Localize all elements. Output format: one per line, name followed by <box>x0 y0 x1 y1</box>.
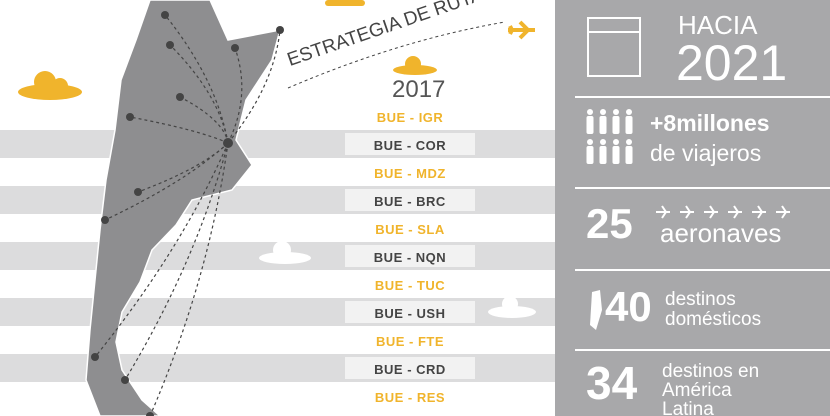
route-label: BUE - COR <box>373 138 447 153</box>
route-label: BUE - TUC <box>374 278 446 293</box>
aircraft-label: aeronaves <box>660 218 782 248</box>
person-body <box>586 146 594 164</box>
person-body <box>625 116 633 134</box>
route-box <box>345 189 475 211</box>
person-head <box>600 109 606 115</box>
person-head <box>587 139 593 145</box>
city-dots <box>91 11 284 416</box>
person-body <box>586 116 594 134</box>
route-label: BUE - CRD <box>374 362 446 377</box>
city-dot <box>101 216 109 224</box>
argentina-map <box>85 0 282 416</box>
route-line <box>164 14 229 144</box>
route-lines <box>94 14 281 416</box>
plane <box>704 205 718 219</box>
calendar-icon <box>587 17 641 77</box>
route-box <box>345 357 475 379</box>
title-arc <box>287 21 506 89</box>
route-line <box>129 116 229 144</box>
panel-dividers <box>575 96 830 351</box>
person-head <box>613 139 619 145</box>
city-dot <box>276 26 284 34</box>
travelers-line1: +8millones <box>650 110 770 136</box>
route-line <box>149 142 229 416</box>
year: 2017 <box>392 76 446 103</box>
plane <box>752 205 766 219</box>
person-head <box>626 109 632 115</box>
city-dot <box>231 44 239 52</box>
domestic-line1: destinos <box>665 289 736 310</box>
route-label: BUE - NQN <box>373 250 447 265</box>
route-line <box>227 29 281 144</box>
plane <box>656 205 670 219</box>
person-body <box>612 116 620 134</box>
latam-number: 34 <box>586 357 638 409</box>
aircraft-number: 25 <box>586 200 633 247</box>
city-dot <box>134 188 142 196</box>
route-box <box>345 301 475 323</box>
domestic-line2: domésticos <box>665 309 762 330</box>
person-body <box>612 146 620 164</box>
route-label: BUE - SLA <box>375 222 445 237</box>
person-head <box>600 139 606 145</box>
stripes <box>0 130 555 382</box>
heading-line2: 2021 <box>676 35 788 91</box>
route-label: BUE - FTE <box>375 334 445 349</box>
travelers-line2: de viajeros <box>650 140 762 166</box>
city-dot <box>146 412 154 416</box>
person-body <box>599 116 607 134</box>
plane <box>728 205 742 219</box>
route-box <box>345 245 475 267</box>
city-dot <box>176 93 184 101</box>
route-label: BUE - BRC <box>374 194 446 209</box>
latam-line2: América <box>662 380 732 401</box>
plane <box>776 205 790 219</box>
latam-line1: destinos en <box>662 361 760 382</box>
city-dot <box>126 113 134 121</box>
person-head <box>613 109 619 115</box>
plane-icons <box>656 205 790 219</box>
plane <box>680 205 694 219</box>
person-head <box>587 109 593 115</box>
people-icons <box>586 109 633 164</box>
route-label: BUE - MDZ <box>374 166 446 181</box>
city-dot <box>91 353 99 361</box>
city-dot <box>161 11 169 19</box>
person-head <box>626 139 632 145</box>
person-body <box>599 146 607 164</box>
plane-icon <box>508 20 535 40</box>
route-line <box>227 47 243 144</box>
city-dot <box>166 41 174 49</box>
latam-line3: Latina <box>662 399 714 416</box>
domestic-number: 40 <box>605 283 652 330</box>
person-body <box>625 146 633 164</box>
white-clouds <box>259 241 536 318</box>
route-box <box>345 133 475 155</box>
route-line <box>94 142 229 358</box>
route-label: BUE - USH <box>374 306 446 321</box>
route-label: BUE - RES <box>374 390 446 405</box>
heading-line1: HACIA <box>678 10 758 40</box>
orange-clouds <box>18 0 437 100</box>
route-label: BUE - IGR <box>376 110 444 125</box>
mini-map-icon <box>590 290 602 330</box>
route-line <box>104 142 229 221</box>
route-line <box>124 142 229 381</box>
hub-dot <box>223 138 233 148</box>
city-dot <box>121 376 129 384</box>
